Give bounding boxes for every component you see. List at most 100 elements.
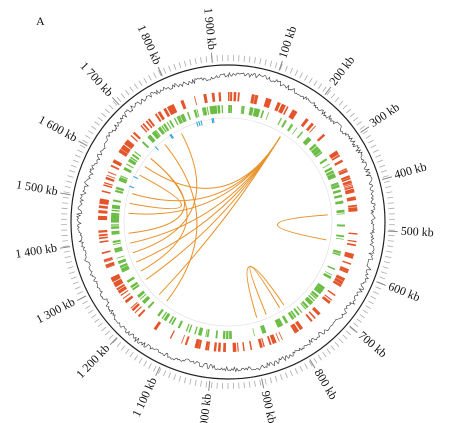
gene-reverse (163, 313, 171, 322)
gene-forward (270, 334, 277, 344)
major-tick (278, 60, 283, 71)
gene-forward (111, 276, 121, 283)
link (249, 266, 280, 315)
gene-forward (257, 338, 263, 348)
gene-forward (329, 150, 338, 158)
gc-track (75, 71, 376, 373)
gene-forward (113, 278, 123, 286)
gene-reverse (252, 108, 258, 117)
minor-tick (158, 368, 162, 374)
gene-reverse (265, 112, 270, 120)
gene-forward (339, 268, 349, 274)
minor-tick (173, 374, 177, 381)
minor-tick (289, 67, 293, 74)
minor-tick (308, 360, 313, 367)
minor-tick (299, 365, 303, 372)
gene-reverse (127, 159, 136, 166)
gene-forward (322, 297, 330, 304)
gene-reverse (331, 184, 340, 190)
gene-forward (134, 306, 142, 314)
major-tick (157, 66, 163, 77)
gene-forward (131, 303, 140, 312)
gene-forward (338, 168, 347, 173)
minor-tick (313, 358, 318, 364)
feature-mark (169, 134, 173, 140)
gene-forward (316, 133, 326, 142)
minor-tick (194, 58, 197, 65)
minor-tick (64, 255, 71, 259)
gene-forward (289, 109, 296, 119)
gene-reverse (320, 159, 328, 165)
feature-mark (170, 133, 174, 139)
gene-forward (110, 273, 120, 279)
minor-tick (125, 89, 130, 96)
gene-reverse (209, 106, 214, 115)
minor-tick (346, 108, 352, 114)
gene-reverse (281, 119, 287, 128)
gene-reverse (141, 295, 150, 304)
gene-forward (341, 177, 351, 183)
gene-reverse (206, 329, 210, 338)
minor-tick (365, 305, 371, 310)
gene-forward (113, 159, 123, 165)
minor-tick (385, 255, 392, 259)
gene-reverse (322, 163, 330, 169)
gene-forward (140, 125, 148, 133)
gene-forward (274, 101, 281, 112)
minor-tick (375, 154, 382, 158)
minor-tick (248, 381, 251, 388)
gene-reverse (131, 284, 140, 291)
gene-reverse (123, 166, 132, 174)
gene-reverse (151, 132, 158, 140)
minor-tick (386, 250, 393, 253)
gene-forward (348, 209, 358, 212)
gene-reverse (158, 126, 166, 135)
minor-tick (304, 74, 308, 81)
gene-forward (120, 146, 130, 154)
minor-tick (326, 89, 331, 96)
gene-reverse (305, 296, 314, 304)
minor-tick (289, 370, 293, 377)
gene-reverse (226, 330, 229, 339)
gene-reverse (332, 250, 341, 254)
gene-forward (278, 103, 285, 114)
gene-forward (142, 123, 150, 131)
gene-reverse (304, 297, 313, 306)
major-tick (109, 337, 118, 345)
gene-reverse (152, 131, 159, 139)
gene-forward (198, 339, 203, 349)
gene-forward (98, 205, 108, 209)
gene-reverse (114, 248, 123, 253)
minor-tick (148, 74, 152, 81)
gene-reverse (330, 182, 339, 187)
gene-reverse (111, 209, 120, 212)
minor-tick (82, 139, 88, 144)
gene-reverse (111, 205, 121, 209)
minor-tick (279, 374, 283, 381)
gene-forward (207, 341, 211, 351)
minor-tick (370, 144, 377, 149)
major-tick (261, 378, 265, 389)
gene-reverse (142, 141, 150, 148)
minor-tick (134, 83, 139, 89)
gene-forward (267, 335, 272, 345)
minor-tick (385, 185, 392, 189)
minor-tick (353, 116, 359, 122)
gene-forward (106, 174, 116, 179)
gene-forward (334, 159, 344, 166)
minor-tick (259, 58, 262, 65)
gene-reverse (308, 294, 315, 302)
gene-forward (125, 139, 135, 148)
gene-forward (180, 99, 187, 110)
minor-tick (386, 191, 393, 194)
gene-reverse (119, 262, 128, 269)
gene-forward (98, 233, 108, 237)
link (132, 133, 198, 254)
gene-reverse (171, 317, 177, 326)
major-tick (210, 52, 213, 63)
minor-tick (101, 112, 107, 118)
minor-tick (143, 77, 148, 84)
minor-tick (299, 72, 303, 79)
gene-reverse (252, 328, 255, 337)
gene-forward (335, 275, 345, 282)
